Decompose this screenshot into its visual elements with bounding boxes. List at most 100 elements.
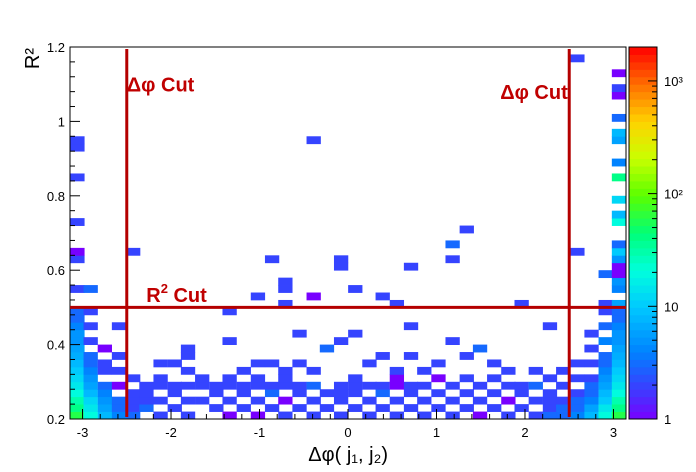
heatmap-cell bbox=[611, 359, 627, 368]
heatmap-cell bbox=[584, 404, 599, 412]
y-tick-label: 0.2 bbox=[47, 412, 65, 427]
heatmap-cell bbox=[611, 322, 627, 331]
heatmap-cell bbox=[389, 396, 405, 405]
palette-band bbox=[629, 255, 657, 264]
heatmap-cell bbox=[333, 381, 349, 390]
heatmap-cell bbox=[584, 329, 599, 338]
heatmap-cell bbox=[180, 352, 196, 360]
y-tick-label: 0.6 bbox=[47, 263, 65, 278]
palette-band bbox=[629, 366, 657, 375]
heatmap-cell bbox=[611, 84, 627, 93]
heatmap-cell bbox=[556, 366, 571, 375]
heatmap-cell bbox=[70, 359, 85, 368]
palette-band bbox=[629, 106, 657, 115]
heatmap-cell bbox=[403, 322, 419, 331]
palette-band bbox=[629, 277, 657, 286]
palette-band bbox=[629, 61, 657, 70]
heatmap-cell bbox=[611, 404, 627, 412]
heatmap-cell bbox=[126, 411, 141, 420]
heatmap-cell bbox=[139, 381, 154, 390]
heatmap-cell bbox=[611, 337, 627, 345]
heatmap-cell bbox=[459, 389, 474, 398]
heatmap-cell bbox=[445, 396, 460, 405]
heatmap-cell bbox=[70, 285, 85, 293]
heatmap-cell bbox=[570, 247, 585, 256]
heatmap-cell bbox=[111, 381, 127, 390]
heatmap-cell bbox=[598, 299, 613, 308]
heatmap-cell bbox=[70, 366, 85, 375]
heatmap-cell bbox=[153, 359, 168, 368]
heatmap-cell bbox=[445, 240, 460, 249]
heatmap-cell bbox=[278, 277, 293, 286]
cut-annotation: Δφ Cut bbox=[500, 82, 568, 104]
heatmap-cell bbox=[556, 411, 571, 420]
x-axis: -3 -2 -1 0 1 2 3 bbox=[77, 409, 617, 440]
heatmap-cell bbox=[111, 322, 127, 331]
palette-band bbox=[629, 143, 657, 152]
heatmap-cell bbox=[139, 396, 154, 405]
heatmap-cell bbox=[611, 173, 627, 182]
heatmap-cell bbox=[459, 374, 474, 383]
heatmap-cell bbox=[83, 374, 98, 383]
heatmap-cell bbox=[611, 113, 627, 122]
palette-band bbox=[629, 247, 657, 256]
heatmap-cell bbox=[70, 255, 85, 264]
heatmap-cell bbox=[236, 389, 251, 398]
heatmap-cell bbox=[611, 240, 627, 249]
heatmap-cell bbox=[598, 381, 613, 390]
heatmap-cell bbox=[167, 404, 182, 412]
cut-annotation: R2 Cut bbox=[146, 281, 207, 307]
heatmap-cell bbox=[598, 337, 613, 345]
palette-band bbox=[629, 233, 657, 241]
heatmap-cell bbox=[70, 344, 85, 353]
y-tick-label: 1 bbox=[58, 114, 65, 129]
heatmap-cell bbox=[70, 396, 85, 405]
heatmap-cell bbox=[611, 262, 627, 271]
x-tick-label: 0 bbox=[344, 425, 351, 440]
heatmap-cell bbox=[83, 359, 98, 368]
heatmap-cell bbox=[83, 285, 98, 293]
heatmap-cell bbox=[83, 322, 98, 331]
heatmap-cell bbox=[528, 366, 543, 375]
heatmap-cell bbox=[528, 381, 543, 390]
heatmap-cell bbox=[70, 329, 85, 338]
heatmap-cell bbox=[70, 411, 85, 420]
heatmap-cell bbox=[570, 404, 585, 412]
heatmap-cell bbox=[70, 352, 85, 360]
palette-band bbox=[629, 307, 657, 316]
heatmap-cell bbox=[556, 396, 571, 405]
x-tick-label: -2 bbox=[165, 425, 177, 440]
heatmap-cell bbox=[487, 389, 502, 398]
heatmap-cell bbox=[570, 374, 585, 383]
heatmap-cell bbox=[264, 404, 280, 412]
heatmap-cell bbox=[611, 329, 627, 338]
heatmap-cell bbox=[611, 352, 627, 360]
heatmap-cell bbox=[611, 299, 627, 308]
heatmap-cell bbox=[83, 389, 98, 398]
heatmap-cell bbox=[584, 344, 599, 353]
heatmap-cell bbox=[139, 404, 154, 412]
heatmap-cell bbox=[417, 396, 432, 405]
x-tick-label: 1 bbox=[433, 425, 440, 440]
heatmap-cell bbox=[306, 292, 321, 301]
heatmap-cell bbox=[292, 389, 307, 398]
cut-lines bbox=[70, 49, 626, 417]
heatmap-cell bbox=[528, 396, 543, 405]
heatmap-cell bbox=[250, 381, 266, 390]
heatmap-cell bbox=[598, 366, 613, 375]
palette-band bbox=[629, 173, 657, 182]
heatmap-cell bbox=[97, 389, 112, 398]
palette-band bbox=[629, 218, 657, 227]
heatmap-cell bbox=[611, 381, 627, 390]
heatmap-cell bbox=[542, 374, 558, 383]
x-tick-label: 2 bbox=[521, 425, 528, 440]
heatmap-cell bbox=[611, 389, 627, 398]
annotations: Δφ Cut Δφ Cut R2 Cut bbox=[127, 75, 568, 307]
heatmap-cell bbox=[97, 359, 112, 368]
heatmap-cell bbox=[584, 359, 599, 368]
heatmap-cell bbox=[501, 396, 516, 405]
heatmap-cell bbox=[584, 389, 599, 398]
heatmap-cell bbox=[514, 299, 529, 308]
heatmap-cell bbox=[236, 366, 251, 375]
heatmap-cell bbox=[611, 396, 627, 405]
